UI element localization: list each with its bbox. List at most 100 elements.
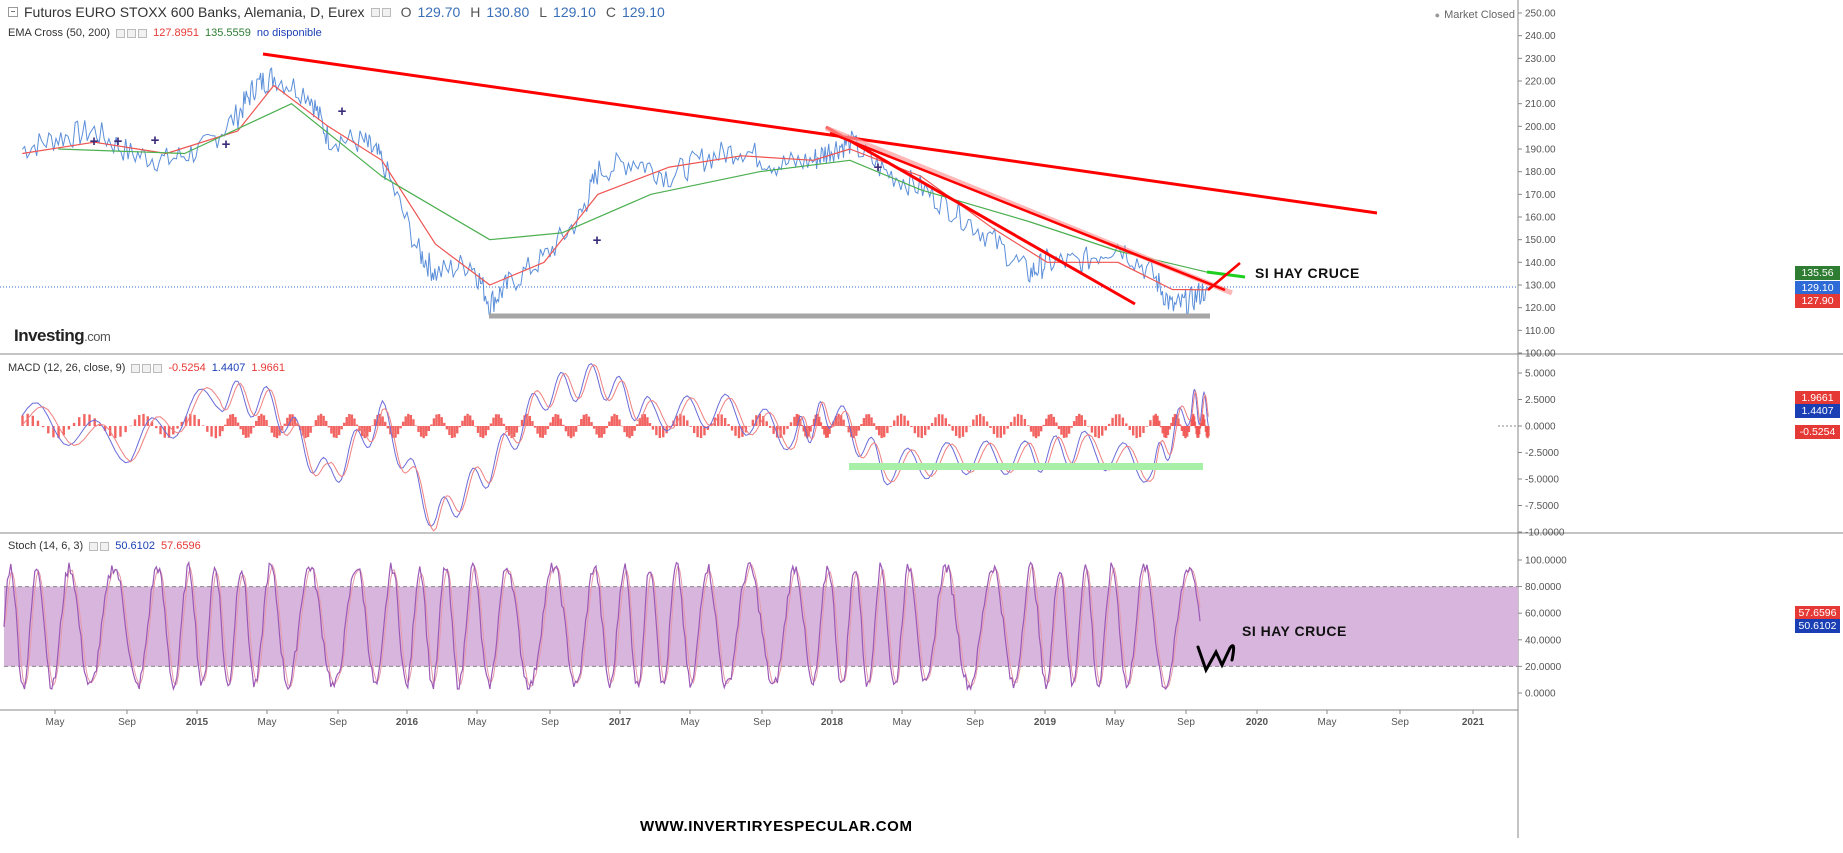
macd-histogram-bar xyxy=(613,413,616,426)
macd-histogram-bar xyxy=(643,414,647,426)
macd-histogram-bar xyxy=(353,418,356,426)
macd-histogram-bar xyxy=(934,417,937,426)
macd-histogram-bar xyxy=(412,419,415,426)
macd-histogram-bar xyxy=(1114,414,1118,426)
macd-histogram-bar xyxy=(520,419,524,426)
macd-histogram-bar xyxy=(862,418,866,426)
macd-histogram-bar xyxy=(1182,426,1185,437)
ohlc-open-value: 129.70 xyxy=(417,4,461,20)
ema200-line xyxy=(58,103,1209,273)
macd-histogram-bar xyxy=(93,418,96,426)
macd-histogram-bar xyxy=(893,420,896,426)
macd-histogram-bar xyxy=(430,424,433,426)
macd-histogram-bar xyxy=(793,416,796,426)
macd-histogram-bar xyxy=(270,426,273,433)
macd-histogram-bar xyxy=(1177,418,1180,426)
macd-histogram-bar xyxy=(133,419,137,426)
macd-histogram-bar xyxy=(572,426,575,437)
macd-histogram-bar xyxy=(419,426,423,437)
macd-histogram-bar xyxy=(275,426,279,439)
main-legend: Futuros EURO STOXX 600 Banks, Alemania, … xyxy=(8,4,665,20)
macd-histogram-bar xyxy=(492,417,495,426)
macd-histogram-bar xyxy=(401,421,405,426)
watermark: WWW.INVERTIRYESPECULAR.COM xyxy=(640,818,913,835)
x-tick-label: Sep xyxy=(118,717,136,728)
macd-histogram-bar xyxy=(1175,414,1178,426)
macd-histogram-bar xyxy=(1171,417,1175,426)
x-tick-label: Sep xyxy=(966,717,984,728)
macd-histogram-bar xyxy=(21,415,24,426)
macd-histogram-bar xyxy=(636,424,639,426)
collapse-icon[interactable] xyxy=(8,7,18,17)
ema-legend-controls[interactable] xyxy=(116,28,148,38)
macd-histogram-bar xyxy=(355,424,359,426)
macd-histogram-bar xyxy=(937,414,941,426)
macd-histogram-bar xyxy=(422,426,425,439)
macd-histogram-bar xyxy=(839,415,843,426)
macd-histogram-bar xyxy=(872,423,876,426)
macd-histogram-bar xyxy=(1197,426,1201,435)
x-tick-label: 2018 xyxy=(821,717,844,728)
x-tick-label: May xyxy=(46,717,65,728)
macd-histogram-bar xyxy=(1060,426,1063,435)
macd-histogram-bar xyxy=(582,414,586,426)
macd-histogram-bar xyxy=(1020,414,1023,426)
macd-histogram-bar xyxy=(301,426,305,436)
macd-histogram-bar xyxy=(210,426,213,437)
y-tick-label: 40.0000 xyxy=(1525,635,1562,646)
macd-histogram-bar xyxy=(828,426,831,434)
ohlc-close-value: 129.10 xyxy=(621,4,665,20)
macd-histogram-bar xyxy=(314,420,318,426)
macd-histogram-bar xyxy=(896,415,899,426)
macd-histogram-bar xyxy=(474,426,477,427)
macd-histogram-bar xyxy=(775,426,779,438)
y-tick-label: 250.00 xyxy=(1525,9,1556,20)
macd-histogram-bar xyxy=(223,424,227,426)
y-tick-label: 230.00 xyxy=(1525,54,1556,65)
macd-histogram-bar xyxy=(487,426,490,431)
macd-legend-controls[interactable] xyxy=(131,363,163,373)
macd-histogram-bar xyxy=(812,418,816,426)
macd-histogram-bar xyxy=(489,423,493,426)
macd-histogram-bar xyxy=(1145,426,1149,427)
macd-indicator-name[interactable]: MACD (12, 26, close, 9) xyxy=(8,362,126,374)
macd-histogram-bar xyxy=(358,426,361,432)
macd-histogram-bar xyxy=(226,418,229,426)
ema-indicator-name[interactable]: EMA Cross (50, 200) xyxy=(8,27,111,39)
stoch-legend-controls[interactable] xyxy=(89,541,110,551)
stoch-indicator-name[interactable]: Stoch (14, 6, 3) xyxy=(8,540,84,552)
macd-histogram-bar xyxy=(585,413,588,426)
stoch-d-value: 57.6596 xyxy=(160,540,201,552)
tag-ema50: 127.90 xyxy=(1795,294,1840,308)
macd-histogram-bar xyxy=(273,426,276,438)
macd-histogram-bar xyxy=(880,426,883,439)
macd-histogram-bar xyxy=(386,426,389,429)
macd-histogram-bar xyxy=(675,415,679,426)
macd-histogram-bar xyxy=(623,426,626,433)
macd-histogram-bar xyxy=(1107,423,1111,426)
macd-histogram-bar xyxy=(291,414,294,426)
macd-histogram-bar xyxy=(214,426,218,439)
macd-histogram-bar xyxy=(404,416,407,426)
macd-histogram-bar xyxy=(651,426,655,430)
macd-histogram-bar xyxy=(1023,418,1027,426)
macd-histogram-bar xyxy=(445,426,449,430)
macd-histogram-bar xyxy=(590,422,593,426)
macd-histogram-bar xyxy=(655,426,658,436)
macd-histogram-bar xyxy=(1052,416,1056,426)
macd-histogram-bar xyxy=(244,426,248,438)
macd-histogram-bar xyxy=(1016,413,1020,426)
macd-histogram-bar xyxy=(57,426,60,439)
macd-histogram-bar xyxy=(283,423,286,426)
y-tick-label: 170.00 xyxy=(1525,190,1556,201)
macd-histogram-bar xyxy=(327,426,331,428)
macd-histogram-bar xyxy=(500,417,503,426)
macd-histogram-bar xyxy=(628,426,631,439)
ohlc-high-label: H xyxy=(470,4,481,20)
price-line xyxy=(21,67,1209,316)
macd-histogram-bar xyxy=(665,426,668,434)
macd-histogram-bar xyxy=(562,424,565,426)
macd-histogram-bar xyxy=(556,414,560,426)
legend-controls[interactable] xyxy=(370,7,391,17)
